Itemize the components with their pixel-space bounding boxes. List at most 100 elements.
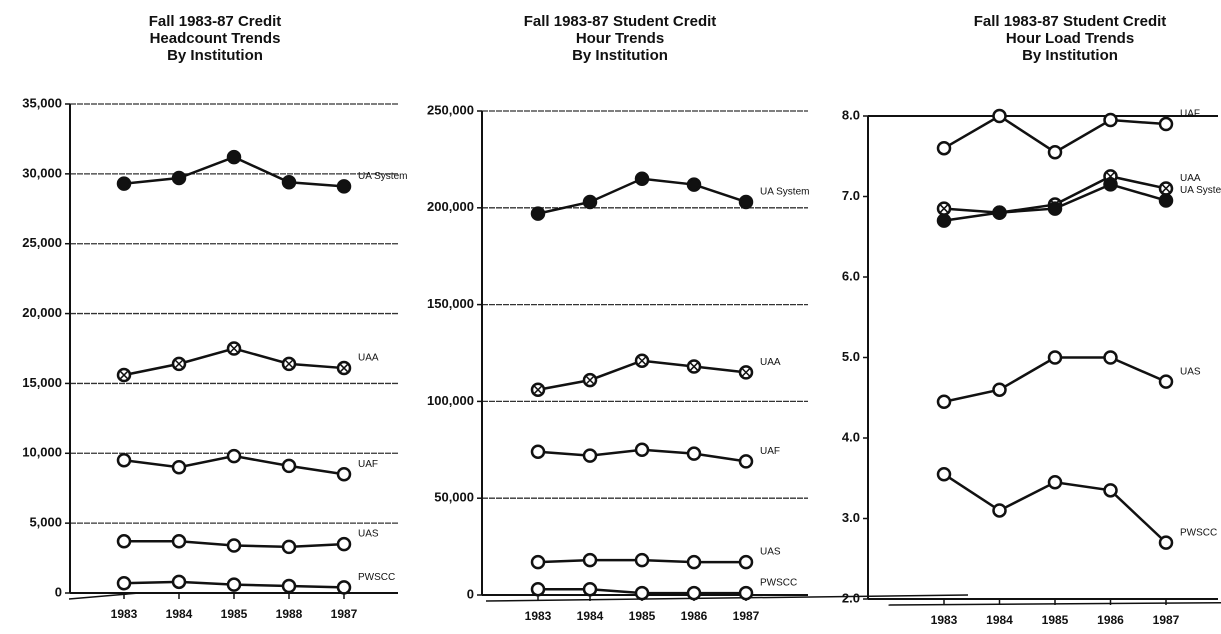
- y-tick-label: 150,000: [427, 296, 474, 311]
- x-tick-label: 1983: [931, 613, 958, 627]
- point-cross: [533, 385, 543, 395]
- series-label: PWSCC: [760, 578, 797, 589]
- point: [936, 466, 952, 482]
- point: [738, 585, 754, 601]
- point: [634, 442, 650, 458]
- point-cross: [689, 362, 699, 372]
- series-label: UAS: [760, 547, 781, 558]
- point: [1047, 144, 1063, 160]
- point: [530, 444, 546, 459]
- point-cross: [637, 356, 647, 366]
- y-tick-label: 2.0: [842, 590, 860, 605]
- point: [1103, 483, 1118, 498]
- point: [738, 454, 754, 469]
- point: [992, 205, 1007, 220]
- y-tick-label: 3.0: [842, 510, 860, 525]
- point-cross: [585, 375, 595, 385]
- point: [686, 554, 702, 570]
- point: [336, 536, 352, 552]
- series-label: UAS: [1180, 366, 1201, 377]
- point: [336, 580, 352, 595]
- point: [530, 554, 546, 570]
- point: [992, 382, 1007, 397]
- x-tick-label: 1985: [1042, 613, 1069, 627]
- point: [738, 194, 754, 210]
- series-label: UAF: [358, 459, 378, 470]
- point: [116, 575, 132, 591]
- x-tick-label: 1983: [111, 607, 138, 621]
- y-tick-label: 15,000: [22, 375, 62, 390]
- point: [1158, 116, 1174, 132]
- point: [686, 446, 702, 461]
- point-cross: [284, 359, 294, 369]
- chart-title: Fall 1983-87 Student Credit: [974, 13, 1167, 30]
- y-tick-label: 200,000: [427, 199, 474, 214]
- y-tick-label: 4.0: [842, 429, 860, 444]
- x-tick: [68, 592, 140, 600]
- point: [634, 171, 650, 187]
- point-cross: [119, 370, 129, 380]
- point: [582, 581, 598, 597]
- series-label: PWSCC: [358, 572, 395, 583]
- x-tick-label: 1986: [1097, 613, 1124, 627]
- y-tick-label: 20,000: [22, 305, 62, 320]
- series-label: UAA: [760, 357, 781, 368]
- chart-title: By Institution: [1022, 47, 1118, 64]
- x-tick: [888, 601, 1221, 606]
- point: [1158, 193, 1174, 208]
- point: [530, 206, 546, 221]
- point: [530, 581, 546, 597]
- y-tick-label: 35,000: [22, 95, 62, 110]
- point-cross: [229, 343, 239, 354]
- chart-title: Headcount Trends: [150, 30, 281, 47]
- x-tick-label: 1987: [733, 609, 760, 623]
- chart-title: By Institution: [572, 47, 668, 64]
- point: [1103, 350, 1118, 365]
- point: [226, 577, 242, 592]
- y-tick-label: 50,000: [434, 490, 474, 505]
- point: [936, 213, 952, 228]
- x-tick-label: 1985: [629, 609, 656, 623]
- chart-title: By Institution: [167, 47, 263, 64]
- point-cross: [741, 367, 751, 377]
- point: [1103, 112, 1118, 128]
- x-tick-label: 1988: [276, 607, 303, 621]
- point: [226, 448, 242, 464]
- point-cross: [339, 363, 349, 373]
- series-label: UAA: [1180, 173, 1201, 184]
- series-label: UAF: [760, 446, 780, 457]
- point: [171, 574, 187, 590]
- y-tick-label: 5.0: [842, 349, 860, 364]
- y-tick-label: 0: [55, 584, 62, 599]
- point: [1047, 350, 1063, 365]
- y-tick-label: 100,000: [427, 393, 474, 408]
- point: [1103, 177, 1118, 192]
- x-tick-label: 1985: [221, 607, 248, 621]
- x-tick: [485, 594, 969, 602]
- point: [336, 179, 352, 194]
- series-label: UAS: [358, 529, 379, 540]
- point: [226, 149, 242, 165]
- point: [686, 177, 702, 192]
- point: [171, 534, 187, 549]
- point: [738, 554, 754, 570]
- chart-title: Hour Load Trends: [1006, 30, 1134, 47]
- point: [634, 585, 650, 601]
- y-tick-label: 8.0: [842, 107, 860, 122]
- series-label: UA System: [760, 187, 809, 198]
- y-tick-label: 7.0: [842, 188, 860, 203]
- point: [936, 394, 952, 410]
- point: [686, 585, 702, 601]
- series-label: UA System: [1180, 185, 1221, 196]
- y-tick-label: 30,000: [22, 165, 62, 180]
- x-tick-label: 1984: [986, 613, 1013, 627]
- point: [226, 538, 242, 553]
- y-tick-label: 250,000: [427, 102, 474, 117]
- y-tick-label: 5,000: [29, 515, 62, 530]
- y-tick-label: 0: [467, 586, 474, 601]
- x-tick-label: 1987: [331, 607, 358, 621]
- y-tick-label: 10,000: [22, 445, 62, 460]
- point: [281, 539, 297, 555]
- series-label: UAA: [358, 353, 379, 364]
